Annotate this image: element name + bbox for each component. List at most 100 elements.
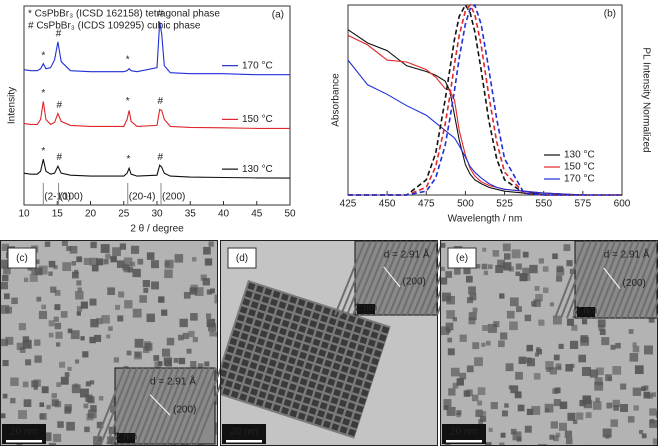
- nanocube: [39, 402, 45, 408]
- nanocube: [282, 372, 291, 381]
- nanocube: [456, 412, 461, 418]
- nanocube: [273, 343, 282, 352]
- nanocube: [564, 430, 573, 438]
- nanocube: [632, 342, 637, 347]
- nanocube: [250, 301, 259, 309]
- nanocube: [518, 356, 526, 365]
- nanocube: [96, 317, 103, 325]
- nanocube: [229, 337, 238, 346]
- fringe-arrow: [603, 267, 621, 290]
- nanocube: [208, 241, 214, 247]
- nanocube: [331, 423, 340, 431]
- nanocube: [354, 352, 363, 360]
- nanocube: [18, 323, 26, 331]
- nanocube: [281, 319, 290, 328]
- nanocube: [100, 244, 110, 253]
- series-line: [23, 21, 290, 76]
- x-tick-label: 10: [18, 209, 30, 220]
- nanocube: [612, 366, 622, 375]
- nanocube: [295, 306, 304, 315]
- nanocube: [302, 370, 311, 378]
- nanocube: [130, 245, 140, 254]
- nanocube: [275, 309, 284, 317]
- nanocube: [0, 305, 10, 314]
- nanocube: [448, 388, 456, 396]
- nanocube: [330, 396, 339, 405]
- nanocube: [264, 287, 273, 296]
- x-tick-label: 15: [52, 209, 64, 220]
- peak-mark: #: [56, 29, 62, 40]
- nanocube: [534, 285, 540, 291]
- nanocube: [194, 287, 204, 297]
- nanocube: [450, 367, 460, 377]
- nanocube: [373, 349, 382, 358]
- nanocube: [227, 372, 236, 380]
- nanocube: [123, 257, 133, 266]
- scale-bar-bg: [222, 424, 266, 444]
- lattice-plane: (200): [173, 404, 196, 415]
- nanocube: [111, 256, 117, 262]
- peak-mark: #: [158, 9, 164, 20]
- nanocube: [620, 383, 627, 390]
- nanocube: [613, 405, 619, 411]
- nanocube: [107, 287, 115, 296]
- nanocube: [534, 352, 539, 357]
- inset-scale-label: 2 nm: [575, 306, 597, 317]
- nanocube: [280, 293, 289, 302]
- nanocube: [484, 442, 492, 446]
- tem-image: (d) 20 nm d = 2.91 Å (200) 2 nm: [220, 240, 468, 446]
- nanocube: [302, 396, 311, 405]
- nanocube: [553, 399, 561, 407]
- nanocube: [89, 298, 97, 306]
- nanocube: [317, 322, 326, 331]
- nanocube: [500, 332, 508, 340]
- nanocube: [55, 331, 63, 339]
- nanocube: [307, 354, 316, 363]
- nanocube: [619, 403, 629, 413]
- nanocube: [468, 317, 476, 325]
- nanocube: [144, 342, 153, 351]
- nanocube: [580, 335, 588, 343]
- nanocube: [132, 268, 141, 278]
- nanocube: [553, 354, 560, 361]
- hrtem-inset: d = 2.91 Å (200) 2 nm: [554, 240, 658, 319]
- nanocube: [595, 397, 600, 403]
- hrtem-inset: d = 2.91 Å (200) 2 nm: [334, 240, 468, 316]
- nanocube: [365, 346, 374, 355]
- nanocube: [244, 377, 253, 386]
- nanocube: [482, 247, 487, 252]
- nanocube: [96, 421, 104, 429]
- nanocube: [284, 338, 293, 347]
- series-line: [347, 29, 622, 196]
- nanocube: [452, 382, 459, 389]
- nanocube: [475, 409, 483, 417]
- nanocube: [174, 254, 184, 263]
- nanocube: [166, 337, 175, 346]
- nanocube: [610, 419, 618, 427]
- reference-label: (2-10): [44, 192, 71, 203]
- nanocube: [459, 372, 467, 380]
- nanocube: [576, 412, 584, 420]
- nanocube: [71, 384, 81, 394]
- nanocube: [526, 408, 534, 416]
- nanocube: [567, 412, 576, 421]
- nanocube: [287, 330, 296, 339]
- nanocube: [641, 386, 646, 392]
- lattice-fringe: [626, 240, 658, 319]
- nanocube: [364, 320, 373, 329]
- nanocube: [585, 412, 592, 419]
- nanocube: [533, 299, 541, 307]
- legend-label: 150 °C: [564, 162, 595, 173]
- lattice-fringe: [94, 367, 126, 445]
- nanocube: [598, 324, 605, 331]
- legend-label: 150 °C: [242, 114, 273, 125]
- x-tick-label: 50: [284, 209, 296, 220]
- nanocube: [82, 351, 89, 358]
- nanocube: [490, 401, 498, 410]
- nanocube: [113, 357, 119, 363]
- nanocube: [254, 345, 263, 354]
- nanocube: [224, 353, 233, 362]
- nanocube: [268, 359, 277, 367]
- nanocube: [230, 364, 239, 372]
- nanocube: [570, 363, 575, 368]
